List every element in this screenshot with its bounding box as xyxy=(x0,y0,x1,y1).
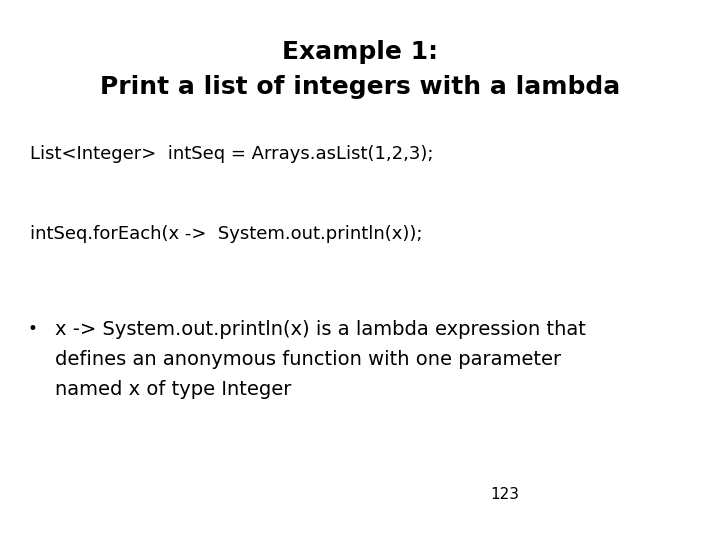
Text: 123: 123 xyxy=(490,487,519,502)
Text: List<Integer>  intSeq = Arrays.asList(1,2,3);: List<Integer> intSeq = Arrays.asList(1,2… xyxy=(30,145,433,163)
Text: Print a list of integers with a lambda: Print a list of integers with a lambda xyxy=(100,75,620,99)
Text: defines an anonymous function with one parameter: defines an anonymous function with one p… xyxy=(55,350,561,369)
Text: Example 1:: Example 1: xyxy=(282,40,438,64)
Text: named x of type Integer: named x of type Integer xyxy=(55,380,292,399)
Text: •: • xyxy=(28,320,38,338)
Text: x -> System.out.println(x) is a lambda expression that: x -> System.out.println(x) is a lambda e… xyxy=(55,320,586,339)
Text: intSeq.forEach(x ->  System.out.println(x));: intSeq.forEach(x -> System.out.println(x… xyxy=(30,225,423,243)
